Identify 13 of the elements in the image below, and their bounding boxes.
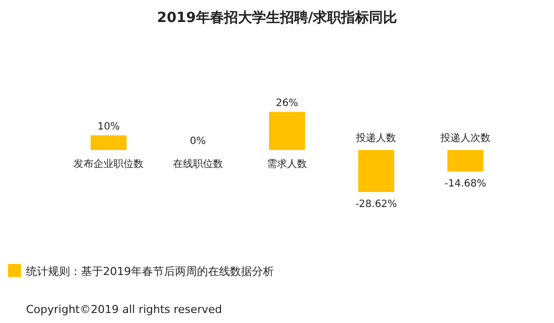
chart-title: 2019年春招大学生招聘/求职指标同比	[156, 10, 398, 26]
data-label: -14.68%	[444, 178, 486, 190]
data-label: 10%	[97, 121, 120, 132]
x-tick-label: 投递人次数	[439, 132, 490, 144]
x-tick-label: 投递人数	[355, 132, 396, 144]
x-tick-label: 在线职位数	[172, 158, 223, 170]
text: 统计规则：基于2019年春节后两周的在线数据分析	[26, 265, 274, 278]
x-tick-label: 需求人数	[267, 158, 307, 170]
text: Copyright©2019 all rights reserved	[26, 303, 222, 316]
x-tick-label: 发布企业职位数	[74, 158, 144, 170]
data-label: 26%	[276, 98, 298, 109]
data-label: -28.62%	[355, 199, 398, 210]
data-label: 0%	[190, 136, 206, 147]
